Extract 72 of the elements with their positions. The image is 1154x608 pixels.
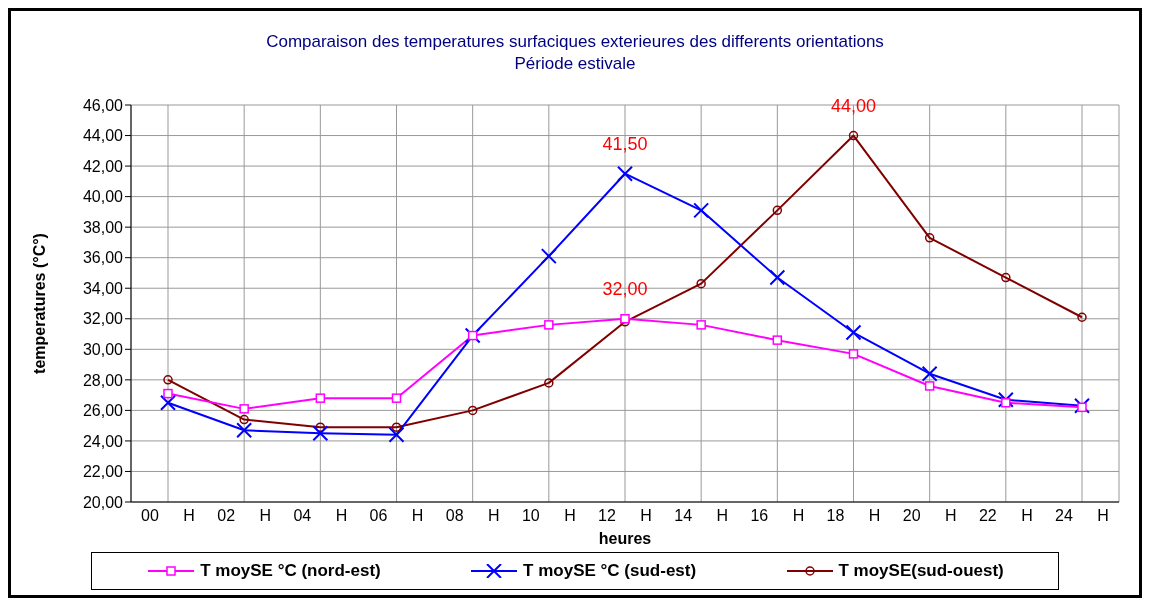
legend-label: T moySE(sud-ouest) bbox=[838, 561, 1004, 581]
data-label: 41,50 bbox=[602, 133, 648, 154]
x-tick-label: 10 H bbox=[521, 507, 576, 525]
point bbox=[315, 393, 326, 403]
point bbox=[848, 349, 859, 359]
chart-subtitle: Période estivale bbox=[513, 53, 637, 75]
point bbox=[467, 405, 478, 416]
point bbox=[772, 335, 783, 345]
point bbox=[1077, 402, 1087, 413]
legend-label: T moySE °C (sud-est) bbox=[523, 561, 697, 581]
x-tick-label: 12 H bbox=[598, 507, 652, 525]
chart-title: Comparaison des temperatures surfaciques exterieures des differents orientations bbox=[265, 31, 885, 53]
x-tick-label: 06 H bbox=[369, 507, 424, 525]
y-tick-label: 22,00 bbox=[82, 463, 124, 481]
point bbox=[1077, 312, 1087, 322]
point bbox=[391, 393, 402, 403]
point bbox=[769, 269, 786, 286]
y-tick-label: 46,00 bbox=[82, 96, 124, 114]
x-tick-label: 04 H bbox=[293, 507, 348, 525]
point bbox=[924, 381, 935, 391]
y-tick-label: 44,00 bbox=[82, 127, 124, 145]
y-tick-label: 38,00 bbox=[82, 218, 124, 236]
x-tick-label: 18 H bbox=[826, 507, 881, 525]
legend-label: T moySE °C (nord-est) bbox=[200, 561, 381, 581]
y-tick-label: 24,00 bbox=[82, 432, 124, 450]
y-tick-label: 34,00 bbox=[82, 279, 124, 297]
data-label: 32,00 bbox=[602, 278, 648, 299]
point bbox=[163, 388, 173, 399]
y-tick-label: 20,00 bbox=[82, 493, 124, 511]
point bbox=[391, 422, 402, 432]
x-axis-title: heures bbox=[598, 530, 652, 547]
point bbox=[848, 130, 859, 141]
y-tick-label: 26,00 bbox=[82, 402, 124, 420]
y-tick-label: 42,00 bbox=[82, 157, 124, 175]
y-tick-label: 36,00 bbox=[82, 249, 124, 267]
x-tick-label: 14 H bbox=[674, 507, 729, 525]
point bbox=[239, 414, 249, 425]
y-tick-label: 32,00 bbox=[82, 310, 124, 328]
point bbox=[312, 425, 329, 442]
point bbox=[1001, 398, 1011, 408]
x-tick-label: 22 H bbox=[978, 507, 1033, 525]
point bbox=[540, 248, 557, 265]
point bbox=[845, 324, 862, 341]
x-tick-label: 00 H bbox=[141, 507, 195, 525]
point bbox=[696, 278, 706, 289]
point bbox=[997, 391, 1014, 408]
y-tick-label: 40,00 bbox=[82, 188, 124, 206]
point bbox=[924, 233, 935, 243]
point bbox=[315, 422, 326, 432]
point bbox=[693, 202, 710, 219]
point bbox=[163, 375, 173, 385]
x-tick-label: 24 H bbox=[1055, 507, 1109, 525]
point bbox=[544, 378, 554, 388]
point bbox=[236, 422, 253, 439]
x-tick-label: 08 H bbox=[445, 507, 500, 525]
point bbox=[696, 320, 706, 330]
y-tick-label: 30,00 bbox=[82, 340, 124, 358]
point bbox=[617, 165, 633, 182]
y-axis-title: temperatures (°C°) bbox=[30, 233, 48, 374]
x-tick-label: 20 H bbox=[902, 507, 957, 525]
point bbox=[544, 320, 554, 330]
x-tick-label: 16 H bbox=[750, 507, 805, 525]
point bbox=[239, 404, 249, 414]
x-tick-label: 02 H bbox=[217, 507, 272, 525]
y-tick-label: 28,00 bbox=[82, 371, 124, 389]
point bbox=[921, 365, 938, 382]
data-label: 44,00 bbox=[830, 95, 877, 116]
point bbox=[1001, 272, 1011, 283]
point bbox=[388, 426, 405, 443]
point bbox=[1074, 397, 1090, 414]
point bbox=[772, 205, 783, 216]
point bbox=[160, 394, 176, 411]
